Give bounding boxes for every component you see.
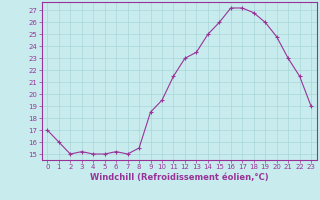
X-axis label: Windchill (Refroidissement éolien,°C): Windchill (Refroidissement éolien,°C) bbox=[90, 173, 268, 182]
